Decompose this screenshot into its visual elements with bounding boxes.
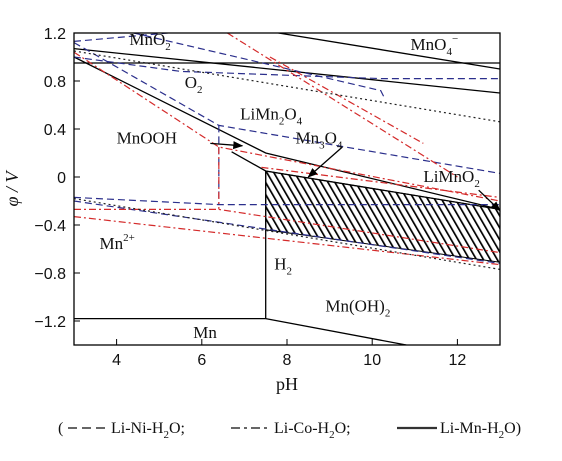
legend-open-paren: ( (58, 420, 63, 437)
legend-item-0: Li-Ni-H2O; (111, 420, 185, 441)
x-tick-label: 4 (112, 352, 121, 369)
pointer-arrow-0 (210, 141, 244, 150)
series-line-li-co-h2o-16 (74, 208, 500, 254)
series-line-li-ni-h2o-8 (74, 56, 500, 80)
series-line-li-co-h2o-20 (74, 216, 500, 266)
region-label-mno4: MnO4− (411, 33, 459, 58)
pointer-arrow-2 (478, 189, 501, 212)
y-axis-title: φ / V (2, 170, 22, 207)
region-label-mno2: MnO2 (129, 30, 170, 53)
pointer-arrow-1 (307, 146, 343, 178)
region-label-o2: O2 (185, 73, 203, 96)
axes: 4 6 8 10 12 1.2 0.8 0.4 0 −0.4 −0.8 −1.2 pH φ / V (2, 26, 501, 394)
region-label-h2: H2 (274, 254, 292, 277)
series-line-li-co-h2o-19 (261, 166, 500, 198)
series-line-li-mn-h2o-2 (278, 33, 500, 70)
series-line-li-ni-h2o-12 (74, 196, 500, 206)
y-tick-label: 1.2 (44, 26, 66, 43)
series-line-li-ni-h2o-13 (74, 200, 500, 264)
series-line-h2-h2o-22 (74, 198, 500, 270)
x-tick-label: 6 (197, 352, 206, 369)
region-label-limno2: LiMnO2 (423, 167, 480, 190)
y-tick-label: −0.4 (34, 218, 66, 235)
series-line-li-mn-h2o-6 (74, 317, 407, 345)
region-label-mn: Mn (193, 323, 217, 342)
series-line-li-co-h2o-17 (227, 33, 458, 178)
plot-area (74, 33, 500, 345)
region-label-mn: Mn2+ (100, 232, 135, 253)
y-tick-label: 0.8 (44, 74, 66, 91)
series-line-li-ni-h2o-7 (74, 33, 168, 42)
series-line-li-co-h2o-18 (269, 56, 424, 144)
legend-item-2: Li-Mn-H2O) (440, 420, 521, 441)
region-label-mnooh: MnOOH (117, 128, 177, 147)
x-axis-title: pH (276, 374, 298, 394)
legend-item-1: Li-Co-H2O; (274, 420, 351, 441)
y-tick-label: 0 (57, 170, 66, 187)
series-line-li-mn-h2o-3 (74, 56, 500, 211)
x-tick-label: 10 (363, 352, 381, 369)
region-label-limn2o4: LiMn2O4 (240, 104, 303, 127)
x-tick-label: 8 (283, 352, 292, 369)
region-labels: MnO2 MnO4− O2 LiMn2O4 MnOOH Mn3O4 LiMnO2 Mn2+ H2… (100, 30, 501, 342)
series-line-o2-h2o-21 (74, 50, 500, 123)
series-line-li-ni-h2o-9 (133, 33, 386, 100)
y-tick-label: −1.2 (34, 314, 66, 331)
y-tick-label: −0.8 (34, 266, 66, 283)
region-label-mnoh2: Mn(OH)2 (325, 296, 390, 319)
series-line-li-co-h2o-14 (74, 51, 500, 202)
region-label-mn3o4: Mn3O4 (296, 128, 343, 151)
legend: ( Li-Ni-H2O; Li-Co-H2O; Li-Mn-H2O) (58, 420, 521, 441)
y-tick-label: 0.4 (44, 122, 66, 139)
x-tick-label: 12 (449, 352, 467, 369)
